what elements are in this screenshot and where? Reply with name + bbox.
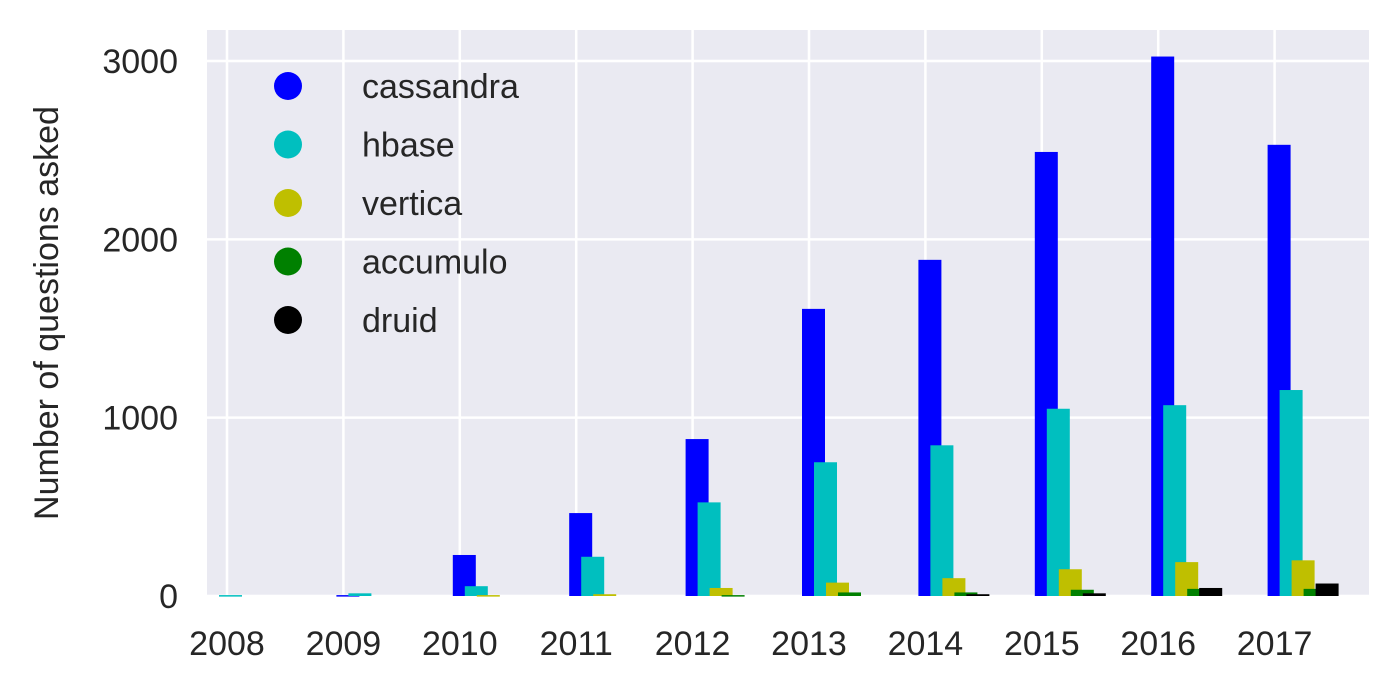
- y-tick-label: 3000: [102, 43, 178, 81]
- legend-marker-druid: [274, 306, 302, 334]
- x-tick-label: 2016: [1120, 625, 1196, 663]
- y-axis-label: Number of questions asked: [28, 106, 66, 520]
- bar-druid-2014: [966, 594, 990, 596]
- bar-druid-2016: [1199, 587, 1223, 596]
- bar-hbase-2008: [219, 595, 242, 597]
- bar-vertica-2015: [1058, 569, 1082, 596]
- legend-marker-accumulo: [274, 247, 302, 276]
- bar-hbase-2014: [930, 445, 954, 596]
- bar-hbase-2016: [1163, 405, 1187, 596]
- x-tick-label: 2012: [655, 625, 731, 663]
- legend-marker-cassandra: [274, 72, 302, 100]
- bar-hbase-2011: [581, 556, 605, 596]
- bar-hbase-2009: [348, 593, 372, 596]
- x-tick-label: 2013: [771, 625, 847, 663]
- y-tick-label: 1000: [102, 400, 178, 438]
- x-tick-label: 2011: [540, 625, 613, 663]
- bar-vertica-2011: [593, 594, 617, 596]
- bar-accumulo-2017: [1303, 588, 1327, 596]
- legend-label-accumulo: accumulo: [362, 244, 508, 282]
- legend-label-vertica: vertica: [362, 185, 462, 223]
- bar-accumulo-2013: [838, 592, 861, 596]
- bar-hbase-2013: [814, 462, 837, 596]
- y-tick-labels: 0 1000 2000 3000: [102, 43, 178, 616]
- bar-cassandra-2009: [336, 595, 360, 597]
- legend-label-hbase: hbase: [362, 127, 455, 165]
- bar-vertica-2016: [1175, 562, 1199, 596]
- bar-accumulo-2016: [1187, 588, 1211, 596]
- bar-hbase-2017: [1279, 390, 1303, 596]
- x-tick-label: 2017: [1237, 625, 1313, 663]
- x-tick-label: 2010: [422, 625, 498, 663]
- bar-accumulo-2014: [954, 592, 978, 596]
- x-tick-label: 2015: [1004, 625, 1080, 663]
- bar-accumulo-2015: [1070, 589, 1094, 596]
- x-tick-label: 2008: [189, 625, 265, 663]
- bar-hbase-2010: [464, 586, 488, 596]
- bar-vertica-2012: [709, 587, 733, 596]
- y-tick-label: 0: [159, 578, 178, 616]
- legend-label-cassandra: cassandra: [362, 68, 519, 106]
- legend-marker-vertica: [274, 189, 302, 217]
- bar-druid-2015: [1082, 593, 1106, 596]
- y-tick-label: 2000: [102, 221, 178, 259]
- x-tick-label: 2014: [888, 625, 964, 663]
- bar-accumulo-2012: [721, 595, 745, 597]
- legend-marker-hbase: [274, 130, 302, 159]
- bar-vertica-2010: [476, 595, 500, 597]
- bars: [219, 56, 1339, 597]
- bar-hbase-2012: [697, 502, 721, 596]
- legend: cassandra hbase vertica accumulo druid: [274, 68, 519, 340]
- x-tick-labels: 2008 2009 2010 2011 2012 2013 2014 2015 2016 2017: [189, 625, 1312, 663]
- x-tick-label: 2009: [306, 625, 382, 663]
- bar-vertica-2014: [942, 578, 966, 596]
- bar-hbase-2015: [1046, 408, 1070, 596]
- bar-druid-2017: [1315, 583, 1339, 596]
- bar-cassandra-2010: [452, 554, 476, 596]
- bar-vertica-2017: [1291, 560, 1315, 596]
- legend-label-druid: druid: [362, 302, 438, 340]
